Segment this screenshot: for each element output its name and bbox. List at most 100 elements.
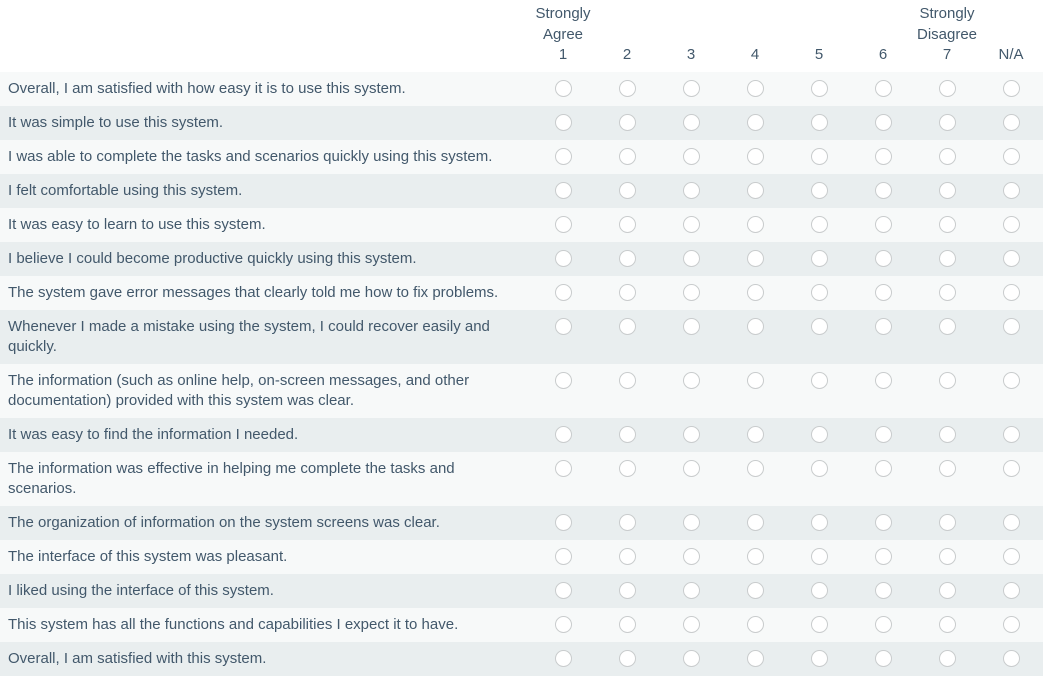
radio-q1-na[interactable] [1002,80,1020,97]
radio-q13-7[interactable] [938,548,956,565]
radio-q8-4[interactable] [746,318,764,335]
radio-q1-4[interactable] [746,80,764,97]
radio-q1-2[interactable] [618,80,636,97]
radio-q4-1[interactable] [554,182,572,199]
radio-q3-6[interactable] [874,148,892,165]
radio-q15-1[interactable] [554,616,572,633]
radio-q2-na[interactable] [1002,114,1020,131]
radio-q13-5[interactable] [810,548,828,565]
radio-q5-na[interactable] [1002,216,1020,233]
radio-q14-2[interactable] [618,582,636,599]
radio-q12-na[interactable] [1002,514,1020,531]
radio-q16-5[interactable] [810,650,828,667]
radio-q10-2[interactable] [618,426,636,443]
radio-q3-7[interactable] [938,148,956,165]
radio-q8-5[interactable] [810,318,828,335]
radio-q6-1[interactable] [554,250,572,267]
radio-q5-6[interactable] [874,216,892,233]
radio-q13-2[interactable] [618,548,636,565]
radio-q1-1[interactable] [554,80,572,97]
radio-q1-6[interactable] [874,80,892,97]
radio-q12-6[interactable] [874,514,892,531]
radio-q14-na[interactable] [1002,582,1020,599]
radio-q4-6[interactable] [874,182,892,199]
radio-q5-1[interactable] [554,216,572,233]
radio-q1-5[interactable] [810,80,828,97]
radio-q12-5[interactable] [810,514,828,531]
radio-q12-1[interactable] [554,514,572,531]
radio-q15-2[interactable] [618,616,636,633]
radio-q3-2[interactable] [618,148,636,165]
radio-q4-3[interactable] [682,182,700,199]
radio-q2-4[interactable] [746,114,764,131]
radio-q10-3[interactable] [682,426,700,443]
radio-q12-3[interactable] [682,514,700,531]
radio-q11-1[interactable] [554,460,572,477]
radio-q2-7[interactable] [938,114,956,131]
radio-q13-4[interactable] [746,548,764,565]
radio-q6-7[interactable] [938,250,956,267]
radio-q9-4[interactable] [746,372,764,389]
radio-q16-3[interactable] [682,650,700,667]
radio-q8-6[interactable] [874,318,892,335]
radio-q14-6[interactable] [874,582,892,599]
radio-q10-7[interactable] [938,426,956,443]
radio-q9-5[interactable] [810,372,828,389]
radio-q8-na[interactable] [1002,318,1020,335]
radio-q9-7[interactable] [938,372,956,389]
radio-q12-7[interactable] [938,514,956,531]
radio-q7-7[interactable] [938,284,956,301]
radio-q13-na[interactable] [1002,548,1020,565]
radio-q11-3[interactable] [682,460,700,477]
radio-q5-2[interactable] [618,216,636,233]
radio-q14-4[interactable] [746,582,764,599]
radio-q14-7[interactable] [938,582,956,599]
radio-q15-na[interactable] [1002,616,1020,633]
radio-q4-5[interactable] [810,182,828,199]
radio-q4-4[interactable] [746,182,764,199]
radio-q14-1[interactable] [554,582,572,599]
radio-q7-2[interactable] [618,284,636,301]
radio-q15-7[interactable] [938,616,956,633]
radio-q10-5[interactable] [810,426,828,443]
radio-q3-3[interactable] [682,148,700,165]
radio-q4-na[interactable] [1002,182,1020,199]
radio-q14-5[interactable] [810,582,828,599]
radio-q16-7[interactable] [938,650,956,667]
radio-q13-6[interactable] [874,548,892,565]
radio-q11-4[interactable] [746,460,764,477]
radio-q5-3[interactable] [682,216,700,233]
radio-q1-7[interactable] [938,80,956,97]
radio-q7-1[interactable] [554,284,572,301]
radio-q11-6[interactable] [874,460,892,477]
radio-q2-1[interactable] [554,114,572,131]
radio-q10-6[interactable] [874,426,892,443]
radio-q6-3[interactable] [682,250,700,267]
radio-q13-1[interactable] [554,548,572,565]
radio-q7-4[interactable] [746,284,764,301]
radio-q13-3[interactable] [682,548,700,565]
radio-q11-7[interactable] [938,460,956,477]
radio-q9-1[interactable] [554,372,572,389]
radio-q6-na[interactable] [1002,250,1020,267]
radio-q9-na[interactable] [1002,372,1020,389]
radio-q16-1[interactable] [554,650,572,667]
radio-q11-5[interactable] [810,460,828,477]
radio-q9-3[interactable] [682,372,700,389]
radio-q14-3[interactable] [682,582,700,599]
radio-q8-1[interactable] [554,318,572,335]
radio-q15-6[interactable] [874,616,892,633]
radio-q8-2[interactable] [618,318,636,335]
radio-q2-3[interactable] [682,114,700,131]
radio-q8-3[interactable] [682,318,700,335]
radio-q4-7[interactable] [938,182,956,199]
radio-q3-na[interactable] [1002,148,1020,165]
radio-q3-1[interactable] [554,148,572,165]
radio-q12-2[interactable] [618,514,636,531]
radio-q6-5[interactable] [810,250,828,267]
radio-q15-3[interactable] [682,616,700,633]
radio-q9-6[interactable] [874,372,892,389]
radio-q2-2[interactable] [618,114,636,131]
radio-q4-2[interactable] [618,182,636,199]
radio-q16-4[interactable] [746,650,764,667]
